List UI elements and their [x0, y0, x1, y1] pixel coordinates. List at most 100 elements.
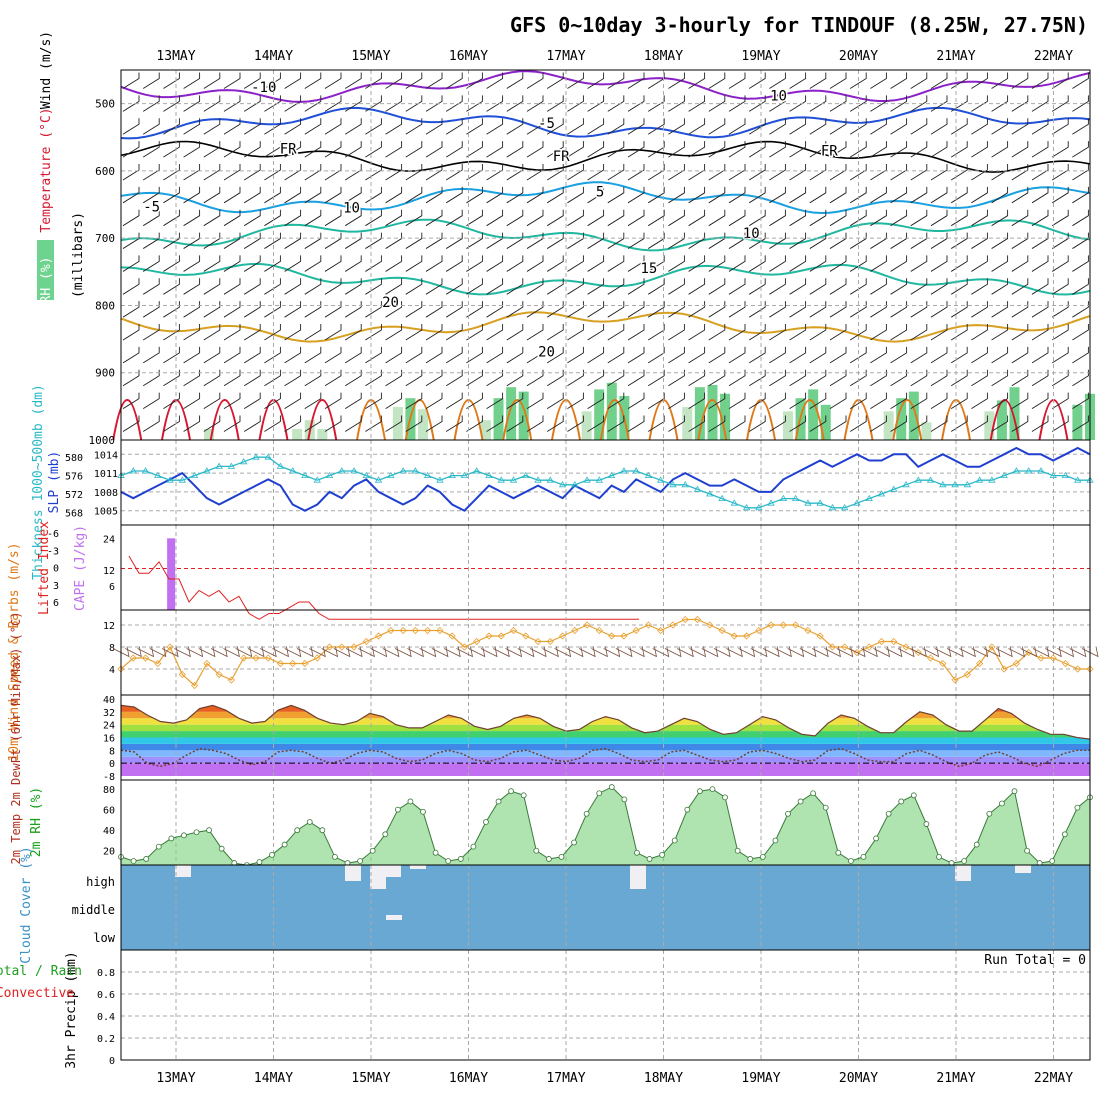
wind-barb	[607, 95, 625, 112]
wind-barb	[344, 324, 362, 341]
wind-speed-marker	[276, 659, 285, 668]
wind-barb	[769, 118, 786, 135]
wind-barb	[284, 278, 302, 295]
wind-barb	[910, 255, 928, 272]
wind-barb	[647, 346, 665, 364]
rh-marker	[332, 853, 338, 860]
wind-speed-marker	[1049, 654, 1057, 662]
thickness-marker	[154, 471, 162, 478]
wind-barb	[122, 163, 140, 181]
wind-barb	[284, 232, 302, 249]
wind-barb	[769, 324, 786, 341]
wind-barb	[405, 163, 423, 181]
wind-barb	[647, 255, 665, 272]
wind-speed-marker	[154, 659, 162, 668]
wind-barb	[223, 255, 241, 272]
wind-barb	[849, 278, 867, 295]
thickness-marker	[1074, 476, 1082, 483]
wind-barb	[1031, 392, 1049, 410]
wind-barb	[1011, 369, 1029, 387]
thickness-marker	[706, 490, 714, 497]
wind-barb	[728, 415, 746, 432]
wind-barb	[668, 163, 685, 181]
wind-speed-marker	[804, 626, 812, 635]
wind-barb	[627, 255, 645, 272]
wind-barb	[506, 118, 524, 135]
wind-barb	[910, 118, 928, 135]
thickness-marker	[178, 476, 187, 483]
rh-marker	[470, 843, 477, 850]
wind-speed-marker	[252, 654, 260, 662]
wind-barb	[526, 255, 544, 272]
wind-barb	[849, 392, 867, 410]
wind-barb	[910, 141, 928, 158]
wind-barb	[546, 163, 564, 181]
wind-barb	[728, 141, 746, 158]
rh-marker	[420, 808, 426, 815]
rh-axis-label: 2m RH (%)	[29, 787, 44, 857]
rh-marker	[923, 821, 930, 827]
wind-barb	[627, 186, 645, 204]
wind-barb	[809, 301, 827, 318]
temp-color-band	[121, 711, 1090, 719]
wind-barb	[950, 163, 968, 181]
contour-label: FR	[553, 149, 570, 165]
wind-barb	[425, 118, 443, 135]
wind-barb	[445, 141, 463, 158]
wind-barb	[708, 324, 726, 341]
millibars-label-group: (millibars)	[71, 212, 86, 298]
wind-barb	[1011, 209, 1029, 227]
wind-barb	[466, 346, 483, 364]
wind-barb	[243, 278, 261, 295]
wind-barb	[243, 141, 261, 158]
temp-labels: 2m Temp 2m DewPt (6hr Min/Max) (°C)	[9, 612, 23, 865]
wind-barb	[627, 209, 645, 227]
rh-marker	[696, 788, 703, 795]
wind-barb	[1011, 324, 1029, 341]
wind-speed-marker	[350, 643, 358, 651]
wind-barb	[163, 209, 180, 227]
wind-barb	[486, 278, 504, 295]
thickness-marker	[607, 471, 616, 478]
wind-barb	[405, 392, 423, 410]
contour-label: 5	[596, 184, 604, 200]
day-label-bottom: 19MAY	[741, 1071, 780, 1086]
wind-barb	[546, 324, 564, 341]
wind-barb	[466, 209, 483, 227]
wind-barb	[870, 324, 887, 341]
wind-barb	[304, 95, 322, 112]
wind-barb	[1011, 118, 1029, 135]
isotherm-line	[120, 262, 1091, 296]
rh-marker	[734, 847, 741, 854]
precip-frame	[120, 949, 1091, 1061]
wind-barb	[506, 301, 524, 318]
temp-color-band	[121, 737, 1090, 744]
wind-barb	[466, 141, 483, 158]
wind-barb	[991, 141, 1009, 158]
wind-speed-marker	[424, 626, 432, 635]
wind-barb	[142, 369, 160, 387]
wind-barb	[183, 118, 201, 135]
contour-label: FR	[821, 143, 838, 159]
cape-tick: 24	[103, 534, 115, 545]
wind-speed-marker	[215, 670, 223, 679]
wind-barb	[122, 186, 140, 204]
wind-barb	[950, 255, 968, 272]
wind-barb	[829, 209, 847, 227]
wind-barb	[365, 392, 382, 410]
wind-barb	[425, 163, 443, 181]
wind-barb	[425, 141, 443, 158]
cape-bar	[167, 538, 176, 610]
wind-barb	[546, 141, 564, 158]
wind-speed-marker	[436, 626, 444, 635]
wind-barb	[203, 278, 221, 295]
wind-barb	[728, 72, 746, 89]
wind-barb	[183, 255, 201, 272]
thickness-marker	[571, 481, 579, 488]
wind-speed-marker	[730, 632, 738, 640]
wind-barb	[122, 278, 140, 295]
wind-barb	[1011, 95, 1029, 112]
isotherm-line	[120, 106, 1091, 140]
wind-barb	[708, 186, 726, 204]
run-total: Run Total = 0	[984, 953, 1086, 968]
